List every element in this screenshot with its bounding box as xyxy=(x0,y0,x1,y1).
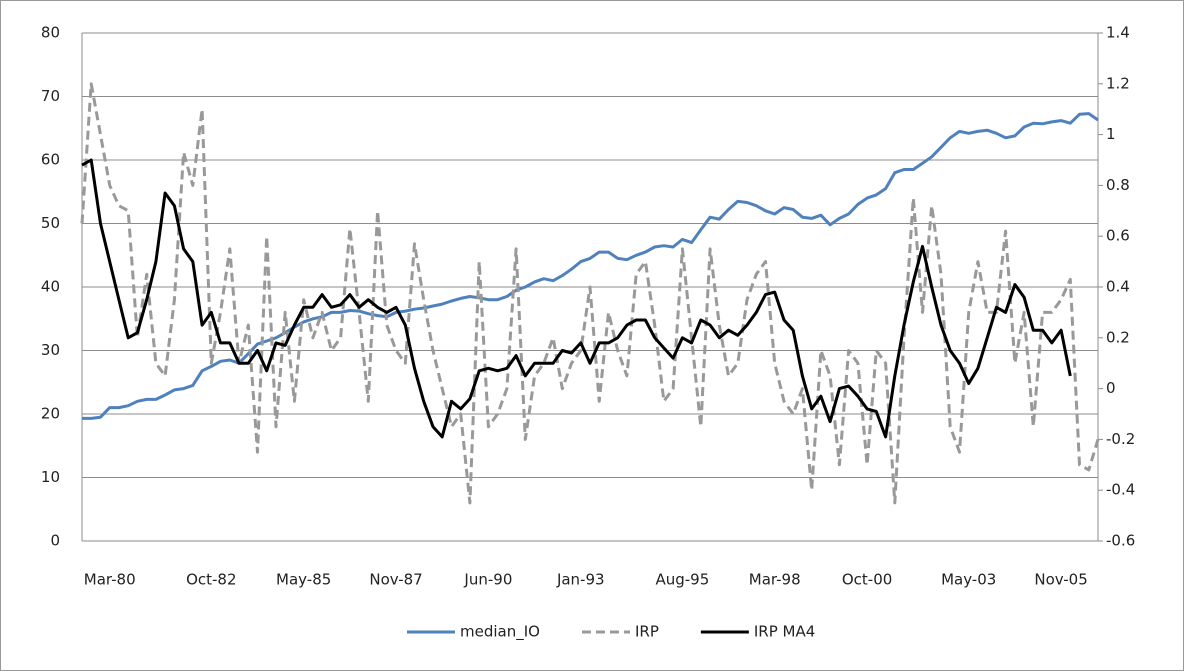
y2-tick-label: -0.4 xyxy=(1106,481,1135,499)
y-tick-label: 70 xyxy=(41,87,60,105)
x-tick-label: Nov-87 xyxy=(369,571,422,589)
x-tick-label: Oct-82 xyxy=(186,571,236,589)
legend-label: median_IO xyxy=(460,623,540,642)
y-tick-label: 0 xyxy=(50,532,60,550)
legend-label: IRP xyxy=(635,623,659,641)
y-tick-label: 80 xyxy=(41,24,60,42)
x-tick-label: Jan-93 xyxy=(556,571,605,589)
y-tick-label: 20 xyxy=(41,405,60,423)
y2-tick-label: -0.6 xyxy=(1106,532,1135,550)
y2-tick-label: 0.8 xyxy=(1106,176,1130,194)
y-tick-label: 30 xyxy=(41,341,60,359)
x-tick-label: Oct-00 xyxy=(842,571,892,589)
y2-tick-label: 0.2 xyxy=(1106,328,1130,346)
x-tick-label: Mar-98 xyxy=(749,571,801,589)
y2-tick-label: 1.4 xyxy=(1106,24,1130,42)
series-line xyxy=(81,158,1072,439)
x-tick-label: May-85 xyxy=(276,571,331,589)
y-tick-label: 10 xyxy=(41,468,60,486)
y-tick-label: 50 xyxy=(41,214,60,232)
y2-tick-label: 0.6 xyxy=(1106,227,1130,245)
x-tick-label: Mar-80 xyxy=(84,571,136,589)
legend-label: IRP MA4 xyxy=(754,623,815,641)
y2-tick-label: -0.2 xyxy=(1106,430,1135,448)
x-tick-label: Nov-05 xyxy=(1034,571,1087,589)
y2-tick-label: 0 xyxy=(1106,379,1116,397)
y-tick-label: 60 xyxy=(41,151,60,169)
y2-tick-label: 1 xyxy=(1106,125,1116,143)
series-line xyxy=(80,82,1100,505)
x-tick-label: Aug-95 xyxy=(655,571,709,589)
y2-tick-label: 1.2 xyxy=(1106,74,1130,92)
x-tick-label: Jun-90 xyxy=(463,571,512,589)
y2-tick-label: 0.4 xyxy=(1106,278,1130,296)
y-tick-label: 40 xyxy=(41,278,60,296)
x-tick-label: May-03 xyxy=(941,571,996,589)
